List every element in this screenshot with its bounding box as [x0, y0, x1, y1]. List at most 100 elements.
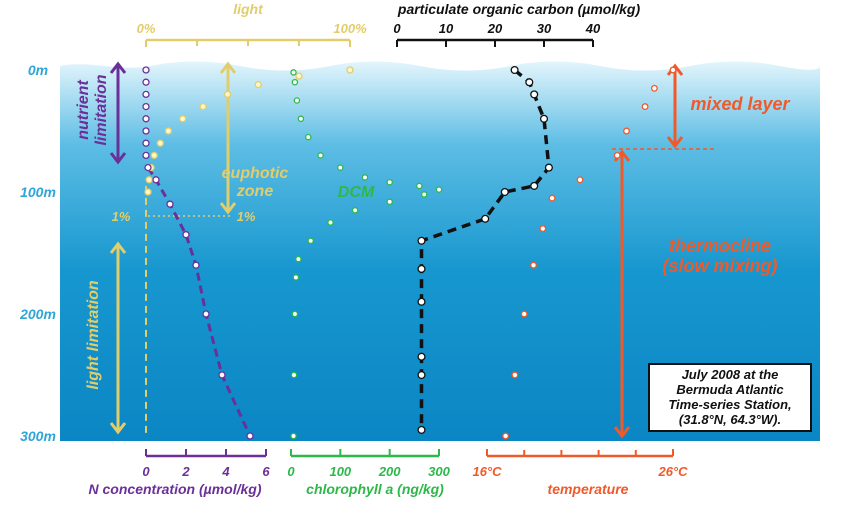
curve-layer — [145, 68, 551, 437]
carbon-point — [530, 90, 539, 99]
nitrate-point — [142, 78, 150, 86]
euphotic-zone-label: zone — [236, 183, 274, 200]
light-limitation-label: light limitation — [85, 280, 102, 390]
chlorophyll-point — [297, 115, 305, 123]
light-tick-label: 100% — [333, 21, 367, 36]
temperature-point — [613, 151, 621, 159]
depth-tick-label: 200m — [19, 306, 56, 322]
light-point — [223, 90, 232, 99]
one-percent-label-right: 1% — [237, 209, 256, 224]
carbon-point — [544, 163, 553, 172]
carbon-tick-label: 30 — [537, 21, 552, 36]
info-line: Time-series Station, — [668, 397, 792, 412]
carbon-curve — [419, 68, 551, 430]
nitrate-point — [202, 310, 210, 318]
temperature-point — [530, 261, 537, 269]
nutrient-limitation-arrow-head-bottom — [109, 152, 127, 165]
thermocline-label: thermocline — [669, 236, 771, 256]
temperature-point — [520, 310, 528, 318]
carbon-point — [417, 370, 426, 380]
nitrate-point — [142, 90, 150, 99]
chlorophyll-tick-label: 300 — [428, 464, 450, 479]
temperature-point — [623, 127, 630, 135]
chlorophyll-point — [292, 274, 300, 281]
nitrate-point — [166, 200, 174, 208]
nitrate-point — [142, 115, 150, 123]
chlorophyll-point — [290, 69, 297, 76]
chlorophyll-point — [386, 178, 393, 186]
temperature-point — [539, 225, 547, 233]
light-limitation-arrow-head-top — [109, 241, 127, 254]
nitrate-point — [246, 432, 254, 440]
chlorophyll-point — [420, 191, 428, 198]
nitrate-point — [218, 371, 226, 379]
light-point — [254, 80, 262, 89]
chlorophyll-point — [337, 164, 344, 171]
nitrate-axis-title: N concentration (µmol/kg) — [89, 481, 262, 497]
nutrient-limitation-arrow-head-top — [109, 61, 127, 74]
nitrate-tick-label: 6 — [262, 464, 270, 479]
light-point — [179, 115, 187, 123]
chlorophyll-point — [416, 182, 423, 190]
dcm-label: DCM — [338, 184, 375, 201]
chlorophyll-point — [317, 152, 324, 159]
chlorophyll-point — [386, 198, 393, 206]
nitrate-point — [142, 151, 150, 160]
chlorophyll-tick-label: 0 — [287, 464, 295, 479]
carbon-point — [525, 78, 534, 87]
nitrate-point — [152, 176, 160, 184]
temperature-point — [548, 194, 556, 202]
chlorophyll-tick-label: 200 — [378, 464, 401, 479]
temperature-tick-label: 16°C — [472, 464, 502, 479]
chlorophyll-point — [291, 310, 299, 318]
carbon-tick-label: 10 — [439, 21, 454, 36]
nitrate-point — [192, 261, 200, 269]
light-point — [150, 151, 158, 160]
nitrate-point — [142, 66, 150, 74]
nitrate-point — [142, 127, 150, 135]
temperature-point — [641, 103, 649, 111]
light-point — [144, 188, 152, 196]
euphotic-zone-label: euphotic — [222, 165, 289, 182]
temperature-tick-label: 26°C — [657, 464, 688, 479]
carbon-point — [530, 181, 539, 190]
light-axis-title: light — [233, 1, 264, 17]
light-point — [156, 139, 164, 147]
info-line: July 2008 at the — [681, 367, 779, 382]
water-body — [60, 61, 820, 441]
thermocline-label: (slow mixing) — [662, 256, 777, 276]
chlorophyll-point — [293, 97, 301, 104]
one-percent-label-left: 1% — [112, 209, 131, 224]
euphotic-zone-arrow-head-bottom — [219, 202, 237, 215]
light-point — [346, 66, 354, 74]
mixed-layer-arrow-head-bottom — [666, 136, 684, 149]
light-point — [145, 176, 153, 184]
temperature-point — [502, 432, 510, 440]
carbon-point — [539, 114, 549, 123]
chlorophyll-point — [290, 432, 297, 440]
chlorophyll-point — [327, 219, 334, 226]
carbon-point — [417, 236, 426, 245]
chlorophyll-point — [435, 186, 443, 193]
light-tick-label: 0% — [137, 21, 156, 36]
nitrate-tick-label: 0 — [142, 464, 150, 479]
carbon-point — [500, 187, 509, 197]
carbon-point — [510, 65, 519, 75]
light-point — [199, 102, 207, 111]
euphotic-zone-arrow-head-top — [219, 61, 237, 74]
temperature-point — [511, 371, 519, 379]
carbon-tick-label: 20 — [487, 21, 503, 36]
chlorophyll-point — [295, 255, 302, 263]
carbon-axis-title: particulate organic carbon (µmol/kg) — [397, 1, 641, 17]
light-limitation-arrow-head-bottom — [109, 422, 127, 435]
temperature-point — [576, 176, 584, 184]
nitrate-curve — [146, 166, 252, 437]
station-info-box: July 2008 at the Bermuda Atlantic Time-s… — [648, 363, 812, 432]
depth-tick-label: 300m — [20, 428, 56, 444]
nitrate-point — [182, 231, 190, 239]
nitrate-point — [144, 163, 152, 172]
temperature-axis-title: temperature — [548, 481, 629, 497]
